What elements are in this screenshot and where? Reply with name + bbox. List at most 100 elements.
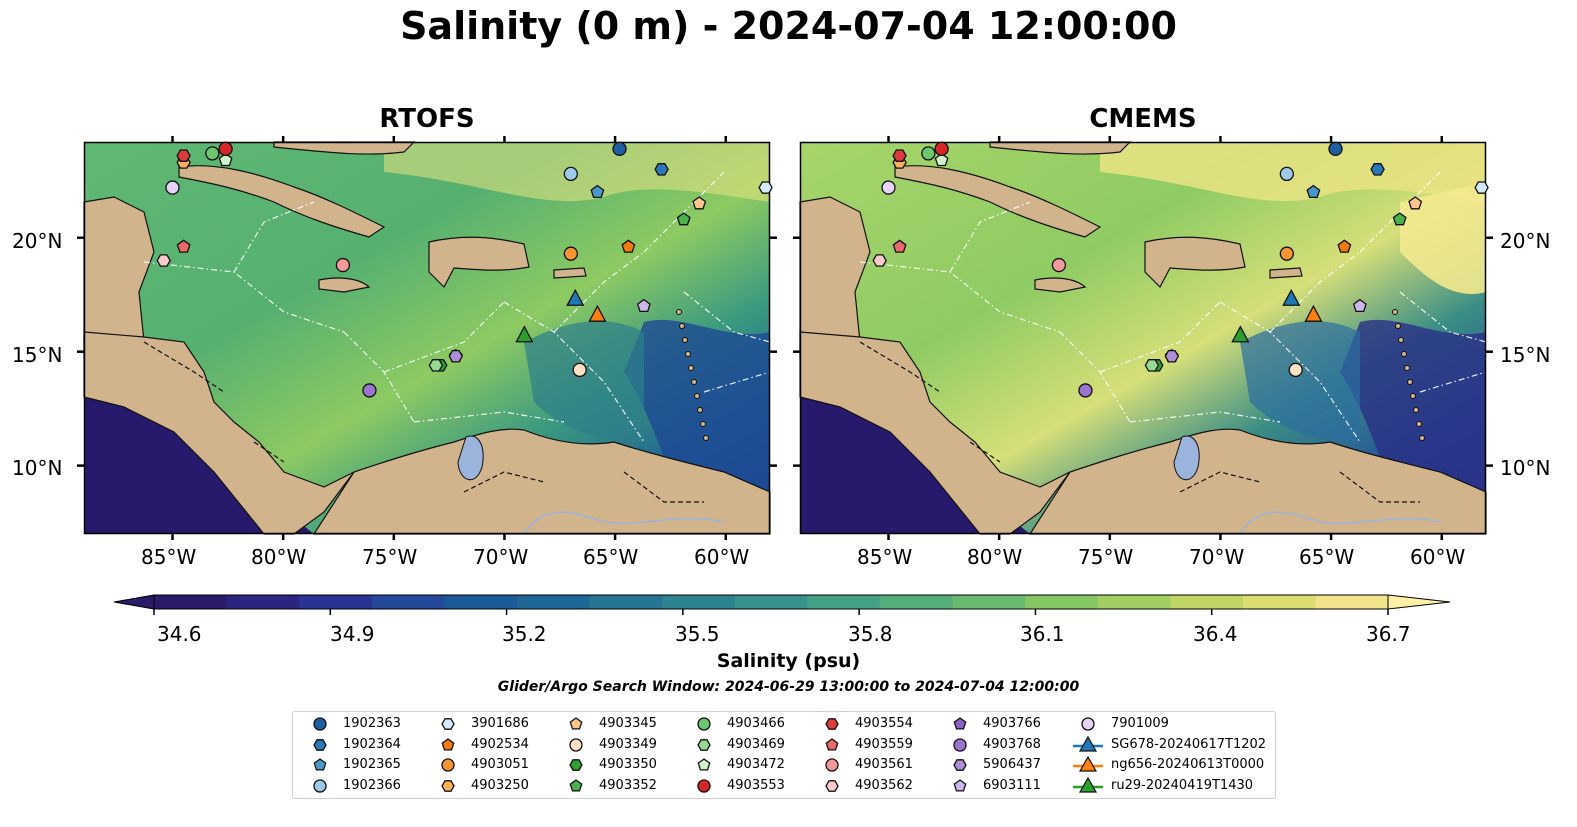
colorbar-tick-3: 35.2 — [502, 622, 547, 646]
central-america-land — [83, 331, 355, 535]
argo-float-1902363 — [1328, 141, 1343, 156]
colorbar-tick-2: 34.9 — [330, 622, 375, 646]
eez-boundary — [383, 301, 505, 373]
legend-marker-icon — [1073, 776, 1103, 793]
glider-ru29-20240419T1430 — [515, 325, 534, 343]
lat-label-right-20: 20°N — [1500, 229, 1551, 253]
legend-marker-3901686 — [441, 718, 455, 730]
argo-float-4903559 — [892, 239, 907, 253]
argo-float-1902366 — [1279, 166, 1294, 182]
legend-label: 4903352 — [599, 777, 657, 793]
lat-label-left-10: 10°N — [12, 456, 63, 480]
lake-maracaibo — [457, 435, 484, 480]
lesser-antilles-island — [1404, 365, 1410, 371]
argo-float-4902534 — [1337, 239, 1352, 253]
lat-label-left-15: 15°N — [12, 343, 63, 367]
argo-float-7901009 — [165, 180, 180, 195]
legend-marker-icon — [441, 737, 455, 751]
legend-marker-4903554 — [825, 718, 839, 730]
colorbar-segment — [1242, 595, 1316, 609]
lake-maracaibo — [1173, 435, 1200, 480]
country-border — [623, 471, 704, 503]
argo-float-4903559 — [176, 239, 191, 253]
panel-title-rtofs: RTOFS — [379, 104, 475, 134]
eez-boundary — [1129, 411, 1281, 423]
argo-float-1902364 — [1370, 163, 1385, 176]
colorbar-segment — [371, 595, 445, 609]
colorbar-tick-6: 36.1 — [1020, 622, 1065, 646]
legend-label: 4903466 — [727, 716, 785, 731]
central-america-land — [799, 331, 1071, 535]
argo-float-6903111 — [636, 298, 651, 313]
legend-label: 4903561 — [855, 757, 913, 772]
argo-float-1902364 — [654, 163, 669, 176]
legend-marker-4903350 — [569, 759, 583, 771]
lesser-antilles-island — [1419, 435, 1425, 441]
lon-label-left-80: 80°W — [251, 545, 307, 569]
glider-ng656-20240613T0000 — [588, 304, 607, 322]
argo-float-4903345 — [692, 196, 707, 210]
lesser-antilles-island — [1401, 351, 1407, 357]
argo-float-5906437 — [1164, 349, 1180, 363]
legend-marker-icon — [569, 778, 583, 792]
colorbar-segment — [299, 595, 373, 609]
legend-marker-4903472 — [697, 758, 711, 771]
argo-float-4903561 — [1051, 257, 1067, 273]
legend-label: SG678-20240617T1202 — [1111, 736, 1267, 752]
legend-marker-1902363 — [313, 717, 327, 731]
colorbar-frame — [153, 594, 1389, 610]
legend-marker-icon — [953, 778, 967, 792]
argo-float-4902534 — [621, 239, 636, 253]
argo-float-4903352 — [676, 212, 691, 226]
legend-label: 4903250 — [471, 777, 529, 793]
cuba-land — [894, 165, 1102, 238]
eez-boundary — [553, 251, 645, 333]
colorbar-segment — [952, 595, 1026, 609]
lon-label-right-80: 80°W — [967, 545, 1023, 569]
lesser-antilles-island — [679, 323, 685, 329]
colorbar-tick-4: 35.5 — [675, 622, 720, 646]
legend-marker-4903250 — [441, 779, 455, 792]
lesser-antilles-island — [694, 393, 700, 399]
country-border — [143, 341, 225, 393]
glider-markers — [1231, 288, 1323, 343]
lesser-antilles-island — [685, 351, 691, 357]
legend-label: 6903111 — [983, 777, 1041, 793]
eez-boundary — [949, 201, 1031, 273]
high-salinity-area-east — [1400, 182, 1486, 294]
eez-boundary — [143, 261, 345, 333]
legend-label: 4903469 — [727, 736, 785, 752]
lat-label-right-10: 10°N — [1500, 456, 1551, 480]
argo-float-7901009 — [881, 180, 896, 195]
legend-marker-icon — [313, 758, 327, 771]
argo-float-5906437 — [448, 349, 464, 363]
eez-boundary — [503, 301, 645, 443]
country-border — [1339, 471, 1420, 503]
legend-label: ru29-20240419T1430 — [1111, 777, 1254, 793]
puerto-rico-land — [553, 267, 587, 279]
legend-label: 4903472 — [727, 757, 785, 772]
colorbar-segment — [1097, 595, 1171, 609]
argo-float-4903768 — [1078, 383, 1093, 398]
lon-label-left-75: 75°W — [362, 545, 418, 569]
eez-boundary — [233, 201, 315, 273]
legend-marker-4903469 — [697, 738, 711, 751]
legend-marker-4903345 — [569, 717, 583, 730]
legend-marker-icon — [697, 758, 711, 771]
legend-label: 4903554 — [855, 716, 913, 731]
river — [523, 511, 725, 535]
eddy-field — [524, 321, 644, 442]
observation-markers — [156, 141, 773, 398]
argo-float-4903051 — [563, 246, 578, 261]
lesser-antilles-island — [676, 309, 682, 315]
legend-label: 1902364 — [343, 736, 401, 752]
legend-label: ng656-20240613T0000 — [1111, 757, 1265, 772]
legend-label: 4903766 — [983, 716, 1041, 731]
legend-box: 1902363 1902364 1902365 1902366 3901686 49025… — [292, 711, 1276, 799]
colorbar-segment — [1315, 595, 1389, 609]
lat-label-right-15: 15°N — [1500, 343, 1551, 367]
search-window-caption: Glider/Argo Search Window: 2024-06-29 13… — [497, 679, 1080, 695]
cuba-land — [178, 165, 386, 238]
legend-marker-icon — [441, 779, 455, 792]
argo-float-4903349 — [572, 362, 587, 378]
